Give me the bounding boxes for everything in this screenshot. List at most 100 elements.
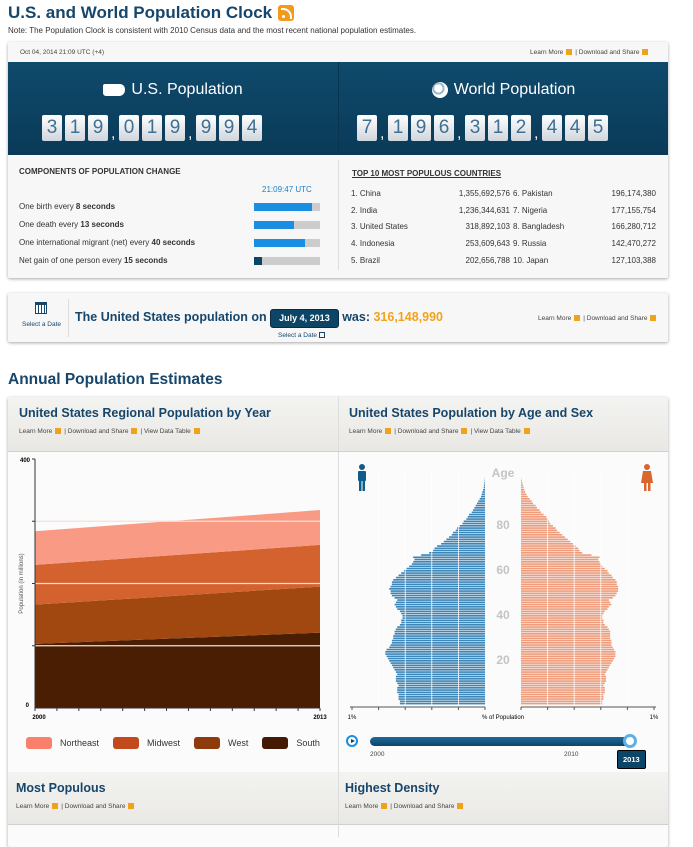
male-bar [387,649,485,651]
country-population: 196,174,380 [580,189,656,199]
slider-label: 2000 [370,751,384,758]
learn-more-link[interactable]: Learn More [530,49,563,56]
top10-heading[interactable]: TOP 10 MOST POPULOUS COUNTRIES [352,169,501,178]
male-bar [468,516,485,518]
y-axis-label: Population (in millions) [19,553,25,613]
female-bar [521,503,533,505]
female-bar [521,631,610,633]
download-share-link[interactable]: | Download and Share [583,315,647,322]
play-button[interactable] [346,735,358,747]
select-date-link[interactable]: Select a Date [22,321,61,328]
digit-separator: , [534,127,539,141]
legend-item[interactable]: West [194,737,248,749]
arrow-icon [194,428,200,434]
select-date-below[interactable]: Select a Date [278,332,325,340]
female-bar [521,532,560,534]
download-share-link[interactable]: | Download and Share [575,49,639,56]
male-bar [399,698,485,700]
female-bar [521,692,605,694]
female-bar [521,514,544,516]
female-bar [521,633,610,635]
female-icon [641,464,653,491]
pyramid-links: Learn More| Download and Share| View Dat… [349,428,533,435]
arrow-icon [461,428,467,434]
country-name: 5. Brazil [351,256,380,266]
female-bar [521,482,522,484]
components-heading: COMPONENTS OF POPULATION CHANGE [19,167,181,176]
female-bar [521,561,599,563]
component-progress-bar [254,239,320,247]
country-name: 2. India [351,206,377,216]
legend-item[interactable]: South [262,737,320,749]
female-bar [521,680,606,682]
area-south [35,633,320,708]
female-bar [521,660,613,662]
female-bar [521,487,524,489]
counter-digit: 3 [465,115,485,141]
female-bar [521,518,548,520]
female-bar [521,489,524,491]
female-bar [521,599,609,601]
country-name: 6. Pakistan [513,189,553,199]
female-bar [521,550,580,552]
year-slider-track[interactable] [370,737,632,746]
male-bar [453,532,485,534]
female-bar [521,615,602,617]
calendar-icon [319,332,325,338]
female-bar [521,545,576,547]
male-bar [413,557,485,559]
female-bar [521,568,605,570]
female-bar [521,595,615,597]
legend-item[interactable]: Northeast [26,737,99,749]
male-bar [399,694,485,696]
male-bar [429,552,485,554]
male-bar [392,584,485,586]
male-bar [392,640,485,642]
lookup-links: Learn More | Download and Share [538,315,659,322]
counter-digit: 9 [411,115,431,141]
calendar-icon[interactable] [35,302,47,314]
female-bar [521,588,618,590]
y-tick-label: 0 [26,703,30,709]
play-icon [351,739,355,743]
male-bar [484,482,485,484]
counter-digit: 0 [119,115,139,141]
male-bar [391,593,485,595]
arrow-icon [524,428,530,434]
us-map-icon [103,84,125,96]
male-bar [464,521,485,523]
male-bar [385,651,485,653]
chart-legend: Northeast Midwest West South [26,737,320,749]
female-bar [521,496,528,498]
most-populous-header [8,772,338,825]
globe-icon [432,82,448,98]
female-bar [521,651,615,653]
counter-digit: 9 [88,115,108,141]
counter-digit: 1 [65,115,85,141]
male-bar [403,615,485,617]
country-name: 8. Bangladesh [513,222,564,232]
counter-digit: 3 [42,115,62,141]
female-bar [521,559,598,561]
female-bar [521,563,601,565]
age-tick-label: 40 [496,608,510,622]
date-picker-button[interactable]: July 4, 2013 [270,309,339,328]
rss-icon[interactable] [278,5,294,21]
male-bar [397,674,485,676]
age-tick-label: 20 [496,653,510,667]
female-bar [521,611,605,613]
female-bar [521,597,613,599]
male-bar [437,545,485,547]
legend-item[interactable]: Midwest [113,737,180,749]
country-name: 9. Russia [513,239,546,249]
female-bar [521,480,522,482]
year-slider-handle[interactable] [623,734,637,748]
country-population: 202,656,788 [430,256,510,266]
female-bar [521,687,605,689]
female-bar [521,525,553,527]
learn-more-link[interactable]: Learn More [538,315,571,322]
male-bar [391,662,485,664]
male-bar [472,512,485,514]
male-bar [396,577,485,579]
male-bar [395,597,485,599]
